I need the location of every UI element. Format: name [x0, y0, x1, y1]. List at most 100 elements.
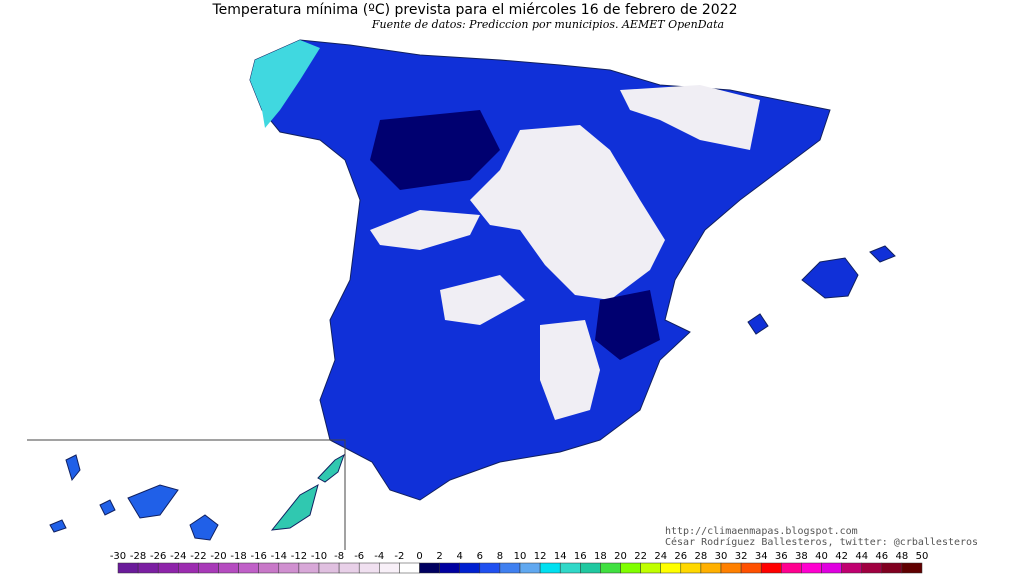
island: [99, 499, 116, 516]
canary-islands: [49, 453, 345, 541]
inset-frame: [27, 439, 346, 550]
colorbar-tick-label: -22: [190, 551, 206, 562]
colorbar-swatch: [640, 562, 661, 574]
colorbar-swatch: [720, 562, 742, 574]
colorbar-tick-label: 14: [554, 551, 567, 562]
colorbar-tick-label: -30: [110, 551, 126, 562]
colorbar-tick-label: -8: [334, 551, 344, 562]
colorbar-swatch: [479, 562, 501, 574]
colorbar-swatch: [137, 562, 159, 574]
colorbar-swatch: [680, 562, 702, 574]
colorbar-swatch: [740, 562, 762, 574]
colorbar-tick-label: -24: [170, 551, 186, 562]
colorbar-swatch: [178, 562, 199, 574]
colorbar-tick-label: 30: [715, 551, 728, 562]
colorbar-swatch: [419, 562, 440, 574]
colorbar-tick-label: 22: [634, 551, 647, 562]
island: [65, 454, 81, 482]
colorbar-swatch: [781, 562, 802, 574]
colorbar-swatch: [580, 562, 601, 574]
island: [270, 483, 319, 531]
colorbar-tick-label: 34: [755, 551, 768, 562]
colorbar-tick-label: 46: [875, 551, 888, 562]
colorbar-tick-label: 20: [614, 551, 627, 562]
colorbar-tick-label: 0: [416, 551, 422, 562]
colorbar-tick-label: -18: [230, 551, 246, 562]
colorbar-swatch: [117, 562, 139, 574]
colorbar-swatch: [861, 562, 883, 574]
colorbar-swatch: [318, 562, 340, 574]
colorbar-swatch: [841, 562, 862, 574]
colorbar-tick-label: 38: [795, 551, 808, 562]
colorbar-swatch: [700, 562, 722, 574]
cold-zone: [540, 320, 600, 420]
colorbar-tick-label: -26: [150, 551, 166, 562]
colorbar-swatch: [399, 562, 420, 574]
colorbar-swatch: [519, 562, 541, 574]
cold-zone: [620, 85, 760, 150]
colorbar-swatch: [881, 562, 903, 574]
cold-zone: [370, 210, 480, 250]
colorbar-tick-label: 2: [436, 551, 442, 562]
map-subtitle: Fuente de datos: Prediccion por municipi…: [371, 18, 724, 31]
colorbar-tick-label: -16: [251, 551, 267, 562]
dark-zone: [370, 110, 500, 190]
balearic-island: [869, 245, 896, 263]
colorbar-tick-label: -28: [130, 551, 146, 562]
map-title: Temperatura mínima (ºC) prevista para el…: [211, 2, 737, 18]
colorbar-swatch: [358, 562, 380, 574]
colorbar-tick-label: -6: [354, 551, 364, 562]
colorbar-swatch: [439, 562, 460, 574]
colorbar-tick-label: 40: [815, 551, 828, 562]
colorbar-tick-label: 24: [654, 551, 667, 562]
map: [249, 39, 896, 501]
colorbar-swatch: [298, 562, 320, 574]
colorbar-swatch: [660, 562, 682, 574]
colorbar-swatch: [600, 562, 621, 574]
colorbar-tick-label: -4: [374, 551, 384, 562]
colorbar-swatch: [278, 562, 300, 574]
island: [317, 453, 345, 483]
colorbar-tick-label: -2: [394, 551, 404, 562]
colorbar-swatch: [821, 562, 842, 574]
colorbar-tick-label: 32: [735, 551, 748, 562]
colorbar-swatch: [157, 562, 179, 574]
colorbar-swatch: [238, 562, 259, 574]
colorbar-tick-label: -14: [271, 551, 287, 562]
colorbar-swatch: [459, 562, 481, 574]
colorbar-tick-label: -10: [311, 551, 327, 562]
colorbar-swatch: [760, 562, 782, 574]
dark-zone: [595, 290, 660, 360]
colorbar-tick-label: 10: [514, 551, 527, 562]
colorbar-tick-label: 6: [477, 551, 483, 562]
island: [189, 514, 219, 541]
colorbar-tick-label: 4: [457, 551, 463, 562]
colorbar-tick-label: 36: [775, 551, 788, 562]
balearic-island: [747, 313, 769, 335]
colorbar-swatch: [258, 562, 280, 574]
colorbar-tick-label: -20: [210, 551, 226, 562]
colorbar-swatch: [901, 562, 923, 574]
colorbar-swatch: [198, 562, 219, 574]
coast-light: [250, 40, 320, 128]
colorbar: -30 -28 -26 -24 -22 -20 -18 -16 -14 -12 -10 -8 -6 -4-…: [110, 551, 929, 574]
colorbar-tick-label: 18: [594, 551, 607, 562]
colorbar-swatch: [559, 562, 581, 574]
island: [49, 519, 67, 533]
colorbar-tick-label: 26: [674, 551, 687, 562]
colorbar-swatch: [499, 562, 521, 574]
colorbar-swatch: [338, 562, 360, 574]
island: [127, 484, 179, 519]
balearic-island: [801, 257, 859, 299]
credit: http://climaenmapas.blogspot.com: [665, 526, 858, 537]
colorbar-tick-label: 42: [835, 551, 848, 562]
colorbar-tick-label: 44: [855, 551, 868, 562]
colorbar-tick-label: 12: [534, 551, 547, 562]
colorbar-tick-label: 48: [896, 551, 909, 562]
colorbar-swatch: [539, 562, 561, 574]
colorbar-swatch: [218, 562, 239, 574]
colorbar-tick-label: -12: [291, 551, 307, 562]
colorbar-swatch: [620, 562, 641, 574]
colorbar-tick-label: 50: [916, 551, 929, 562]
